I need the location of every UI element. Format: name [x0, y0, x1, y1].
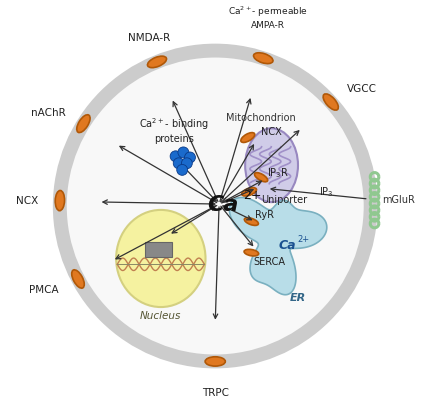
Circle shape: [178, 148, 189, 158]
Ellipse shape: [244, 218, 258, 226]
Ellipse shape: [77, 115, 90, 133]
Ellipse shape: [55, 191, 65, 211]
Text: Mitochondrion: Mitochondrion: [226, 113, 296, 123]
Text: NCX: NCX: [17, 195, 38, 205]
Circle shape: [170, 152, 181, 162]
Ellipse shape: [205, 357, 225, 366]
Text: 2+: 2+: [244, 188, 262, 201]
Ellipse shape: [255, 173, 268, 182]
Bar: [145, 242, 173, 257]
Ellipse shape: [323, 95, 339, 111]
Text: Uniporter: Uniporter: [261, 194, 307, 204]
Text: Nucleus: Nucleus: [140, 310, 182, 320]
Ellipse shape: [116, 211, 206, 307]
Text: NCX: NCX: [261, 126, 282, 136]
Text: SERCA: SERCA: [253, 257, 285, 267]
Ellipse shape: [148, 57, 166, 69]
Text: RyR: RyR: [255, 209, 274, 219]
Text: nAChR: nAChR: [30, 108, 65, 118]
Ellipse shape: [244, 250, 259, 256]
Ellipse shape: [242, 188, 256, 196]
Text: VGCC: VGCC: [347, 83, 376, 93]
Text: TRPC: TRPC: [202, 387, 229, 397]
Text: Ca: Ca: [278, 239, 296, 252]
Text: Ca: Ca: [207, 194, 239, 215]
Text: PMCA: PMCA: [29, 284, 59, 294]
Circle shape: [177, 165, 188, 176]
Circle shape: [173, 158, 184, 169]
Text: NMDA-R: NMDA-R: [128, 33, 170, 43]
Text: 2+: 2+: [297, 234, 310, 243]
Circle shape: [182, 158, 192, 169]
Text: IP$_3$: IP$_3$: [319, 185, 334, 198]
Polygon shape: [229, 198, 327, 295]
Ellipse shape: [241, 133, 255, 143]
Text: Ca$^{2+}$- binding
proteins: Ca$^{2+}$- binding proteins: [140, 115, 210, 144]
Circle shape: [185, 153, 195, 164]
Text: IP$_3$R: IP$_3$R: [267, 166, 289, 180]
Text: Ca$^{2+}$- permeable
AMPA-R: Ca$^{2+}$- permeable AMPA-R: [228, 4, 308, 30]
Circle shape: [60, 51, 371, 362]
Text: ER: ER: [289, 292, 306, 302]
Text: mGluR: mGluR: [382, 194, 415, 205]
Ellipse shape: [245, 129, 298, 203]
Ellipse shape: [253, 54, 273, 65]
Ellipse shape: [72, 270, 84, 288]
